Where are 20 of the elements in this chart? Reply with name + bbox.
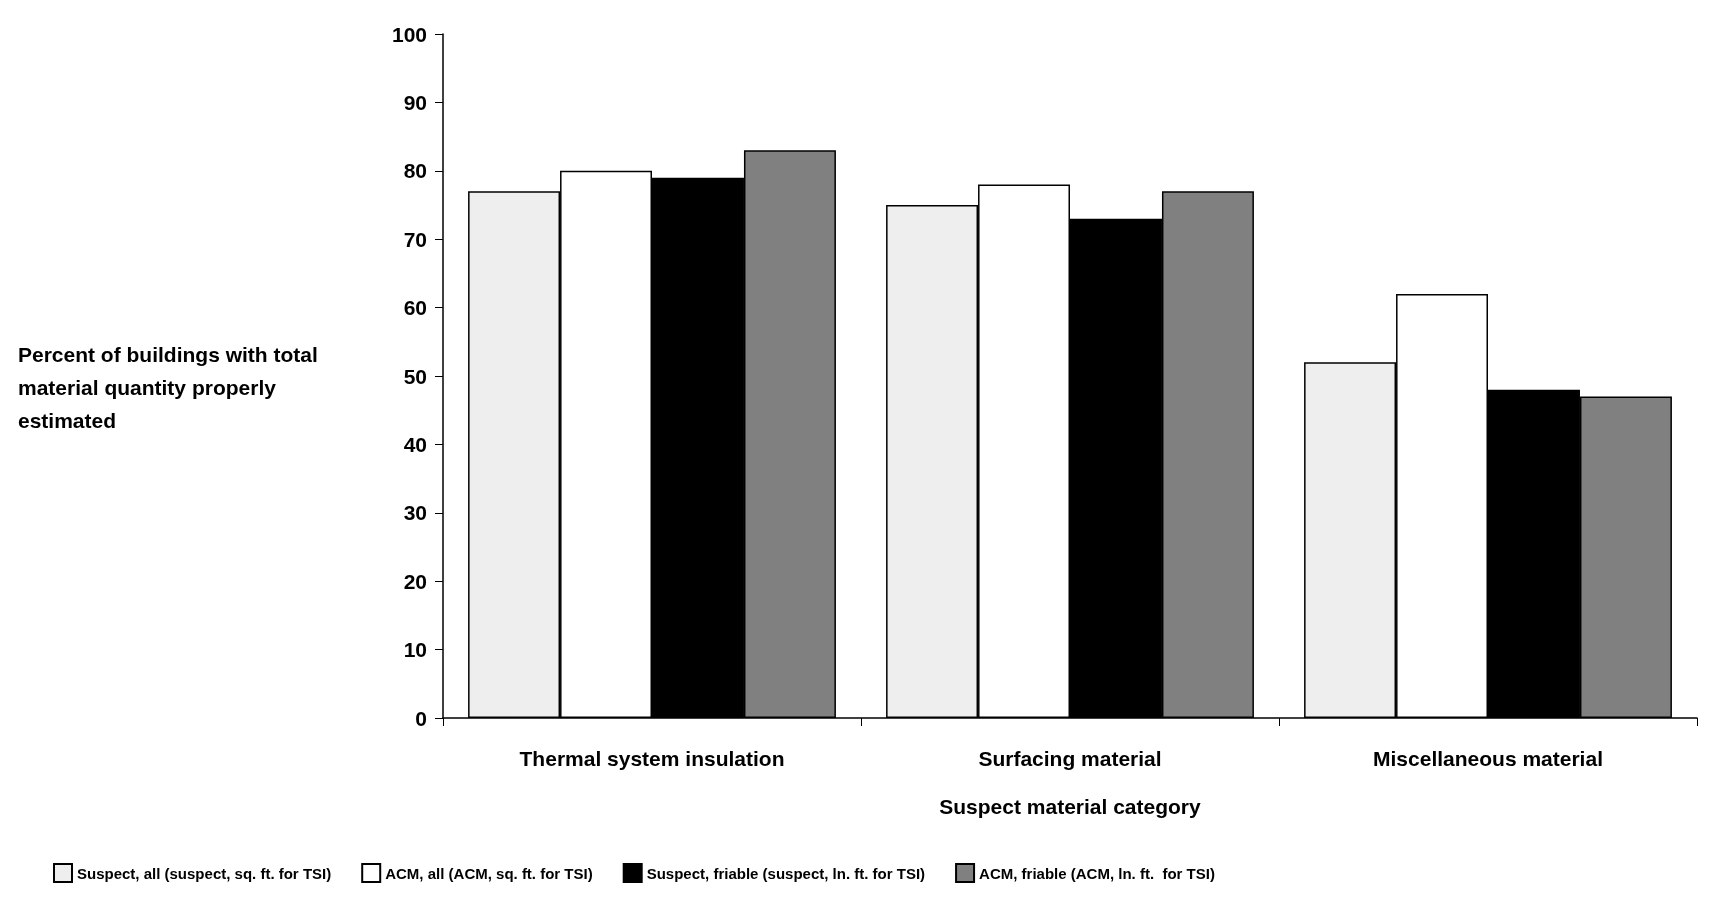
y-tick-label: 30 (403, 501, 427, 525)
legend-label: Suspect, friable (suspect, ln. ft. for TSI) (646, 864, 926, 882)
x-tick-label: Thermal system insulation (519, 747, 785, 770)
y-tick-label: 60 (403, 296, 427, 320)
x-tick-label: Surfacing material (978, 747, 1162, 770)
legend-label: ACM, friable (ACM, ln. ft. for TSI) (979, 864, 1215, 882)
y-tick-label: 20 (403, 569, 427, 593)
y-tick-label: 80 (403, 159, 427, 183)
y-tick-label: 50 (403, 364, 427, 388)
y-tick-label: 10 (403, 638, 427, 662)
y-tick-label: 90 (403, 90, 427, 114)
y-tick-label: 40 (403, 432, 427, 456)
legend-label: ACM, all (ACM, sq. ft. for TSI) (385, 864, 593, 882)
x-tick-label: Miscellaneous material (1373, 747, 1603, 770)
legend-label: Suspect, all (suspect, sq. ft. for TSI) (77, 864, 332, 882)
y-tick-label: 0 (415, 706, 427, 730)
x-axis-title: Suspect material category (939, 795, 1202, 818)
y-axis-title: Percent of buildings with total material quantity properly estimated (18, 343, 324, 432)
y-tick-label: 70 (403, 227, 427, 251)
y-tick-label: 100 (391, 22, 427, 46)
